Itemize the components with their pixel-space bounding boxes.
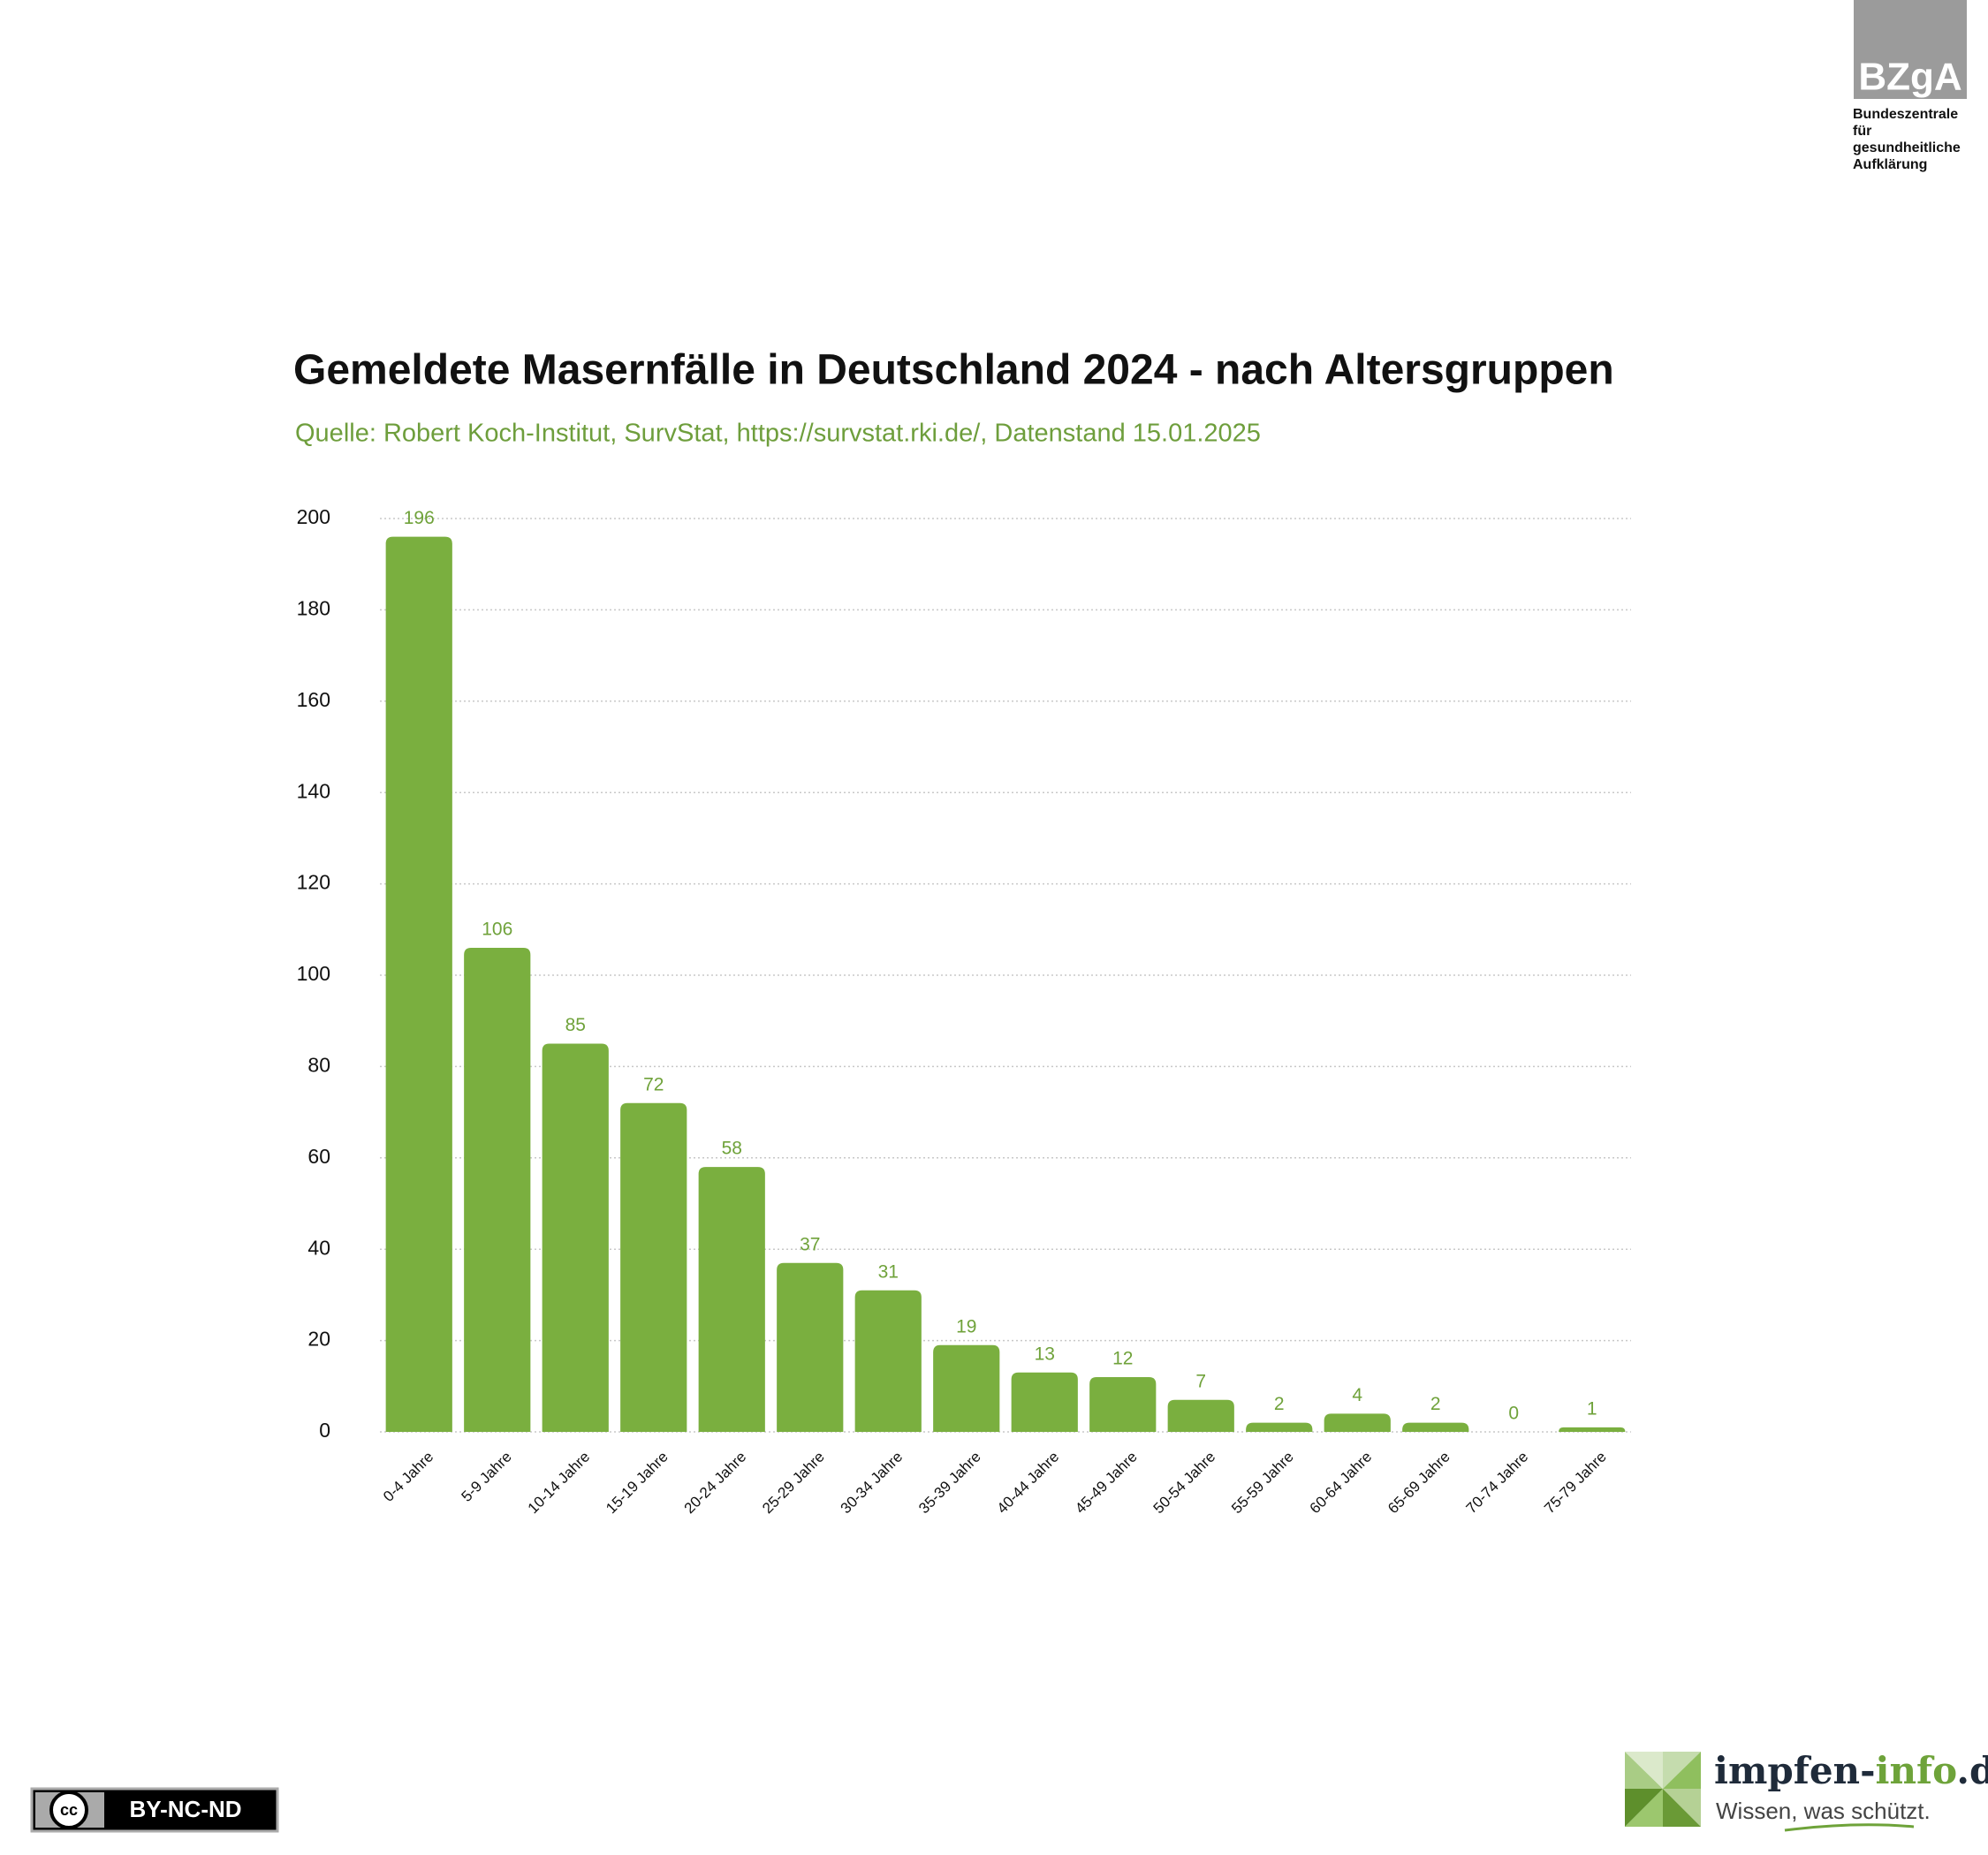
chart-subtitle: Quelle: Robert Koch-Institut, SurvStat, … [295, 420, 1261, 448]
y-tick-label: 20 [307, 1328, 330, 1351]
value-label: 19 [956, 1316, 976, 1336]
bar [1246, 1422, 1313, 1432]
x-tick-label: 5-9 Jahre [459, 1449, 515, 1505]
site-name: impfen-info.de [1714, 1749, 1988, 1792]
y-tick-label: 140 [297, 779, 330, 802]
y-tick-label: 40 [307, 1236, 330, 1259]
bar [777, 1262, 844, 1432]
value-label: 4 [1352, 1385, 1362, 1405]
bar [385, 536, 452, 1432]
logo-petal [1663, 1752, 1701, 1789]
y-tick-label: 80 [307, 1053, 330, 1076]
value-label: 12 [1112, 1349, 1133, 1369]
bar [698, 1167, 765, 1432]
bar [854, 1290, 922, 1432]
logo-line: Bundeszentrale [1853, 107, 1958, 122]
x-tick-label: 40-44 Jahre [994, 1449, 1063, 1518]
x-tick-label: 20-24 Jahre [681, 1449, 750, 1518]
value-label: 85 [565, 1015, 586, 1035]
value-label: 7 [1195, 1371, 1206, 1391]
x-tick-label: 50-54 Jahre [1150, 1449, 1219, 1518]
y-tick-label: 180 [297, 596, 330, 619]
y-tick-label: 160 [297, 688, 330, 711]
cc-badge: cc BY-NC-ND [30, 1787, 279, 1833]
value-label: 196 [404, 508, 435, 528]
value-label: 72 [643, 1074, 664, 1094]
logo-line: Aufklärung [1853, 157, 1927, 172]
x-tick-label: 15-19 Jahre [603, 1449, 672, 1518]
impfen-logo: impfen-info.de Wissen, was schützt. [1625, 1749, 1988, 1832]
bar [1559, 1427, 1626, 1432]
x-tick-label: 55-59 Jahre [1228, 1449, 1297, 1518]
bar [933, 1344, 1000, 1432]
value-label: 58 [722, 1139, 742, 1159]
logo-line: für [1853, 124, 1871, 139]
logo-text: BZgA [1858, 56, 1961, 99]
chart-title: Gemeldete Masernfälle in Deutschland 202… [293, 347, 1614, 394]
x-tick-label: 10-14 Jahre [525, 1449, 594, 1518]
x-tick-label: 60-64 Jahre [1307, 1449, 1376, 1518]
bar [1089, 1376, 1157, 1432]
bar [464, 947, 531, 1432]
value-label: 37 [800, 1234, 820, 1254]
bzga-logo: BZgA Bundeszentrale für gesundheitliche … [1853, 0, 1967, 172]
bar [620, 1102, 687, 1432]
x-tick-label: 30-34 Jahre [838, 1449, 907, 1518]
logo-petal [1625, 1789, 1663, 1827]
logo-petal [1625, 1752, 1663, 1789]
y-tick-label: 100 [297, 962, 330, 985]
value-label: 2 [1274, 1394, 1285, 1414]
x-tick-label: 75-79 Jahre [1541, 1449, 1610, 1518]
x-tick-label: 0-4 Jahre [380, 1449, 436, 1505]
x-tick-label: 35-39 Jahre [915, 1449, 984, 1518]
value-label: 1 [1587, 1398, 1597, 1419]
value-label: 106 [482, 920, 512, 940]
bar [1011, 1372, 1078, 1432]
bar [1402, 1422, 1469, 1432]
x-tick-label: 70-74 Jahre [1463, 1449, 1532, 1518]
slogan: Wissen, was schützt. [1716, 1798, 1931, 1824]
value-label: 31 [878, 1261, 899, 1282]
y-tick-label: 120 [297, 871, 330, 894]
bar [1324, 1413, 1391, 1432]
logo-box [1854, 0, 1967, 99]
value-label: 0 [1508, 1404, 1519, 1424]
y-tick-label: 0 [319, 1419, 330, 1442]
logo-petal [1663, 1789, 1701, 1827]
y-tick-label: 60 [307, 1145, 330, 1168]
x-tick-label: 65-69 Jahre [1385, 1449, 1453, 1518]
value-label: 13 [1035, 1344, 1055, 1364]
y-tick-label: 200 [297, 505, 330, 528]
cc-text: cc [60, 1801, 78, 1819]
cc-circle [49, 1791, 88, 1829]
slogan-underline [1784, 1823, 1915, 1832]
x-tick-label: 45-49 Jahre [1072, 1449, 1141, 1518]
x-tick-label: 25-29 Jahre [759, 1449, 828, 1518]
license-text: BY-NC-ND [129, 1796, 241, 1822]
value-label: 2 [1430, 1394, 1441, 1414]
logo-line: gesundheitliche [1853, 140, 1961, 155]
bar [1167, 1399, 1234, 1432]
bar [542, 1043, 609, 1432]
